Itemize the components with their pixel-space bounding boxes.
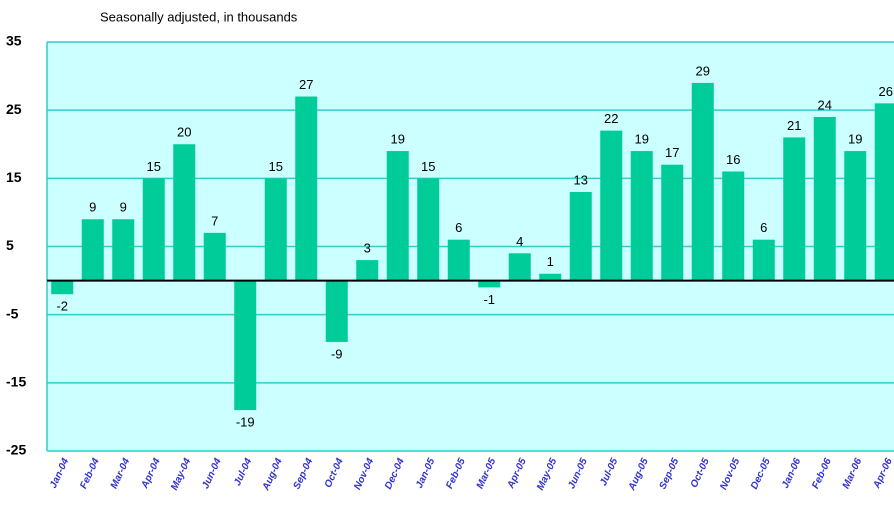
bar — [722, 171, 745, 281]
x-tick-label: Jun-05 — [566, 456, 590, 490]
bar — [752, 239, 775, 281]
bar — [539, 273, 562, 281]
bar — [417, 178, 440, 281]
data-label: 9 — [89, 200, 96, 215]
bar — [600, 130, 623, 281]
x-tick-label: Dec-05 — [749, 456, 773, 491]
bar — [295, 96, 318, 281]
bar — [142, 178, 165, 281]
bar — [783, 137, 806, 281]
x-tick-label: Mar-06 — [841, 456, 865, 490]
x-tick-label: May-04 — [169, 456, 193, 492]
x-tick-label: Nov-04 — [352, 456, 376, 491]
data-label: 15 — [421, 159, 435, 174]
x-tick-label: Sep-04 — [292, 456, 316, 491]
x-tick-label: Feb-06 — [810, 456, 834, 490]
x-tick-label: May-05 — [535, 456, 559, 492]
data-label: 13 — [574, 172, 588, 187]
y-tick-label: -25 — [6, 442, 26, 458]
data-label: 27 — [299, 77, 313, 92]
x-tick-label: Oct-05 — [689, 456, 712, 489]
bar — [173, 144, 196, 281]
y-tick-label: -15 — [6, 374, 26, 390]
y-tick-label: 25 — [6, 101, 22, 117]
data-label: -9 — [331, 346, 343, 361]
x-tick-label: Jan-06 — [780, 456, 804, 490]
data-label: 19 — [635, 132, 649, 147]
x-tick-label: Mar-05 — [475, 456, 499, 490]
data-label: 16 — [726, 152, 740, 167]
bar — [661, 164, 684, 281]
data-label: 21 — [787, 118, 801, 133]
x-tick-label: Jul-04 — [232, 456, 254, 487]
data-label: 3 — [364, 241, 371, 256]
bar — [51, 280, 74, 295]
x-tick-label: Apr-06 — [871, 456, 894, 491]
x-tick-label: Jun-04 — [200, 456, 224, 490]
bar — [478, 280, 501, 288]
x-tick-label: Apr-05 — [505, 456, 529, 491]
x-tick-label: Mar-04 — [109, 456, 133, 490]
x-tick-label: Aug-04 — [260, 456, 285, 493]
data-label: 24 — [818, 97, 832, 112]
x-tick-label: Jan-04 — [48, 456, 72, 490]
bar — [356, 260, 379, 281]
bar — [386, 151, 409, 281]
bar — [569, 191, 592, 281]
y-tick-label: 15 — [6, 169, 22, 185]
x-tick-label: Nov-05 — [718, 456, 742, 491]
data-label: 6 — [760, 220, 767, 235]
x-tick-label: Oct-04 — [323, 456, 346, 489]
x-tick-label: Aug-05 — [626, 456, 651, 493]
bar — [813, 116, 836, 281]
data-label: 19 — [391, 132, 405, 147]
data-label: 1 — [547, 254, 554, 269]
y-tick-label: 5 — [6, 237, 14, 253]
x-tick-label: Apr-04 — [139, 456, 163, 491]
chart-subtitle: Seasonally adjusted, in thousands — [100, 9, 298, 24]
data-label: 22 — [604, 111, 618, 126]
bar — [844, 151, 867, 281]
data-label: 7 — [211, 213, 218, 228]
data-label: 20 — [177, 125, 191, 140]
data-label: 19 — [848, 132, 862, 147]
data-label: 26 — [879, 84, 893, 99]
x-tick-label: Dec-04 — [383, 456, 407, 491]
data-label: 4 — [516, 234, 523, 249]
x-tick-label: Jan-05 — [414, 456, 438, 490]
data-label: -2 — [56, 299, 68, 314]
x-tick-label: Sep-05 — [658, 456, 682, 491]
bar — [81, 219, 104, 281]
data-label: -19 — [236, 415, 255, 430]
bar — [203, 232, 226, 281]
data-label: 9 — [120, 200, 127, 215]
y-tick-label: -5 — [6, 305, 19, 321]
x-tick-label: Feb-05 — [444, 456, 468, 490]
bar — [234, 280, 257, 411]
bar — [874, 103, 894, 281]
bar — [508, 253, 531, 281]
data-label: 15 — [269, 159, 283, 174]
bar — [630, 151, 653, 281]
x-tick-label: Feb-04 — [78, 456, 102, 490]
data-label: -1 — [483, 292, 495, 307]
bar — [691, 82, 714, 281]
x-tick-label: Jul-05 — [598, 456, 620, 487]
bar — [325, 280, 348, 342]
y-tick-label: 35 — [6, 33, 22, 49]
bar — [112, 219, 135, 281]
bar — [447, 239, 470, 281]
data-label: 15 — [147, 159, 161, 174]
data-label: 29 — [696, 63, 710, 78]
data-label: 17 — [665, 145, 679, 160]
bar — [264, 178, 287, 281]
data-label: 6 — [455, 220, 462, 235]
